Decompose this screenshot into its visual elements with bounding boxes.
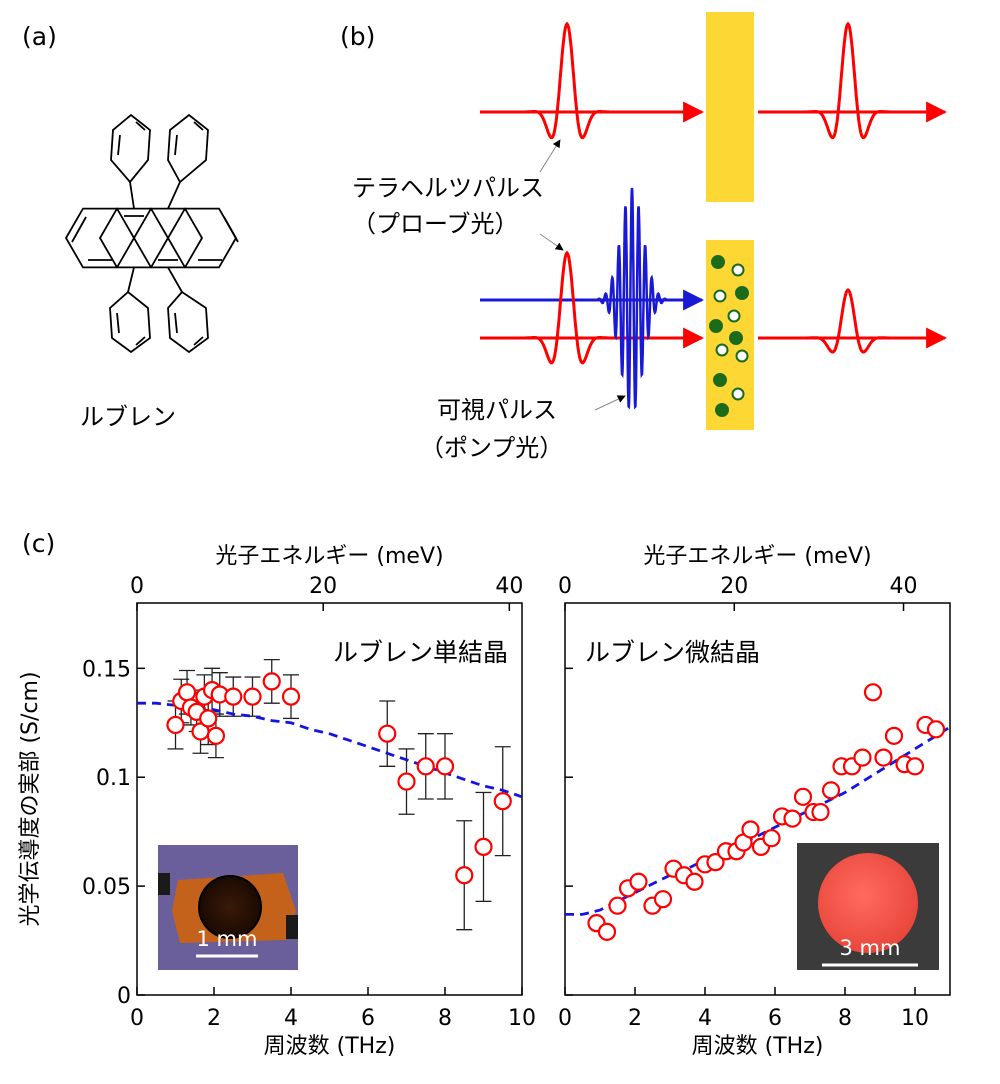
- scale-bar-label: 1 mm: [197, 927, 258, 951]
- x-tick-label: 2: [628, 1006, 642, 1031]
- sample-unexcited: [706, 12, 754, 202]
- panel-c-label: (c): [22, 529, 55, 558]
- excited-carriers: [709, 255, 749, 417]
- data-point: [653, 890, 673, 909]
- data-point: [905, 757, 925, 776]
- data-point: [199, 709, 218, 728]
- x-tick-label: 8: [438, 1006, 452, 1031]
- data-point: [397, 772, 416, 791]
- data-point: [884, 726, 904, 745]
- x-tick-label: 0: [130, 1006, 144, 1031]
- data-point: [281, 687, 301, 706]
- y-tick-label: 0.1: [96, 766, 131, 791]
- microcrystal-disk: [818, 853, 918, 953]
- x-tick-label: 4: [284, 1006, 298, 1031]
- plot-frame: [564, 602, 951, 996]
- data-point: [493, 792, 512, 811]
- probe-leader-top: [539, 139, 561, 173]
- data-point: [262, 672, 281, 691]
- data-point: [416, 757, 435, 776]
- pump-label-line1: 可視パルス: [437, 396, 557, 424]
- x-tick-label: 10: [508, 1006, 536, 1031]
- top-x-tick-label: 40: [890, 574, 918, 599]
- scale-bar-label: 3 mm: [840, 936, 901, 960]
- holder-clip-left: [158, 873, 170, 895]
- data-point: [783, 809, 802, 828]
- data-point: [166, 715, 185, 735]
- data-point: [741, 820, 760, 839]
- data-point: [762, 829, 781, 848]
- x-tick-label: 8: [838, 1006, 852, 1031]
- data-point: [206, 726, 226, 745]
- data-point: [474, 837, 493, 857]
- data-point: [793, 787, 813, 806]
- data-point: [863, 683, 883, 702]
- y-tick-label: 0.05: [82, 875, 131, 900]
- top-x-tick-label: 20: [309, 574, 337, 599]
- top-x-tick-label: 0: [558, 574, 572, 599]
- data-point: [706, 853, 725, 872]
- data-point: [629, 872, 648, 891]
- chart-title: ルブレン単結晶: [333, 638, 508, 667]
- probe-leader-bottom: [539, 233, 564, 251]
- data-point: [685, 872, 704, 891]
- data-point: [811, 802, 830, 822]
- chart-microcrystal: 0 2 4 6 8 10 0 20 40 周波数 (THz) 光子エネルギー (meV) ルブレン微結…: [558, 544, 951, 1059]
- data-point: [597, 922, 617, 941]
- x-tick-label: 0: [558, 1006, 572, 1031]
- thz-pulse-incident-bottom: [517, 250, 617, 365]
- data-point: [853, 748, 872, 767]
- panel-b: (b): [340, 12, 948, 462]
- pump-label-line2: （ポンプ光）: [420, 434, 563, 462]
- x-tick-label: 6: [768, 1006, 782, 1031]
- x-tick-label: 4: [698, 1006, 712, 1031]
- top-x-tick-label: 20: [720, 574, 748, 599]
- data-point: [608, 896, 627, 915]
- x-axis-title: 周波数 (THz): [264, 1034, 396, 1059]
- y-axis-title: 光学伝導度の実部 (S/cm): [18, 671, 43, 926]
- data-point: [378, 724, 397, 743]
- panel-a: (a): [22, 22, 239, 431]
- visible-pulse: [597, 187, 667, 410]
- data-point: [821, 781, 841, 800]
- molecule-name: ルブレン: [80, 403, 176, 431]
- thz-pulse-incident-top: [517, 21, 617, 140]
- pump-leader: [594, 395, 626, 411]
- chart-single-crystal: 0 2 4 6 8 10 0 20 40 0 0.05 0.1 0.15 周波数 (THz) 光子エネルギー…: [18, 544, 536, 1059]
- thz-pulse-transmitted-bottom: [798, 288, 898, 354]
- thz-pulse-transmitted-top: [798, 21, 898, 140]
- data-point: [435, 757, 455, 776]
- rubrene-structure: [64, 113, 239, 354]
- probe-label-line2: （プローブ光）: [352, 210, 519, 238]
- top-x-tick-label: 0: [130, 574, 144, 599]
- inset-photo: 3 mm: [797, 843, 939, 970]
- data-point: [224, 687, 243, 706]
- inset-photo: 1 mm: [158, 845, 298, 970]
- y-tick-label: 0: [117, 984, 131, 1009]
- data-point: [243, 687, 262, 706]
- data-point: [926, 720, 946, 739]
- probe-label-line1: テラヘルツパルス: [352, 174, 544, 202]
- data-point: [455, 866, 474, 885]
- y-tick-label: 0.15: [82, 657, 131, 682]
- x-tick-label: 10: [901, 1006, 929, 1031]
- panel-b-label: (b): [340, 22, 375, 51]
- top-x-axis-title: 光子エネルギー (meV): [643, 544, 871, 569]
- data-point: [177, 683, 197, 702]
- plot-frame: [136, 602, 523, 996]
- x-tick-label: 2: [207, 1006, 221, 1031]
- top-x-axis-title: 光子エネルギー (meV): [215, 544, 443, 569]
- top-x-tick-label: 40: [495, 574, 523, 599]
- aperture-hole: [198, 875, 262, 939]
- data-point: [874, 748, 893, 767]
- chart-title: ルブレン微結晶: [585, 638, 760, 667]
- x-axis-title: 周波数 (THz): [692, 1034, 824, 1059]
- panel-a-label: (a): [22, 22, 57, 51]
- x-tick-label: 6: [361, 1006, 375, 1031]
- holder-clip-right: [286, 915, 298, 939]
